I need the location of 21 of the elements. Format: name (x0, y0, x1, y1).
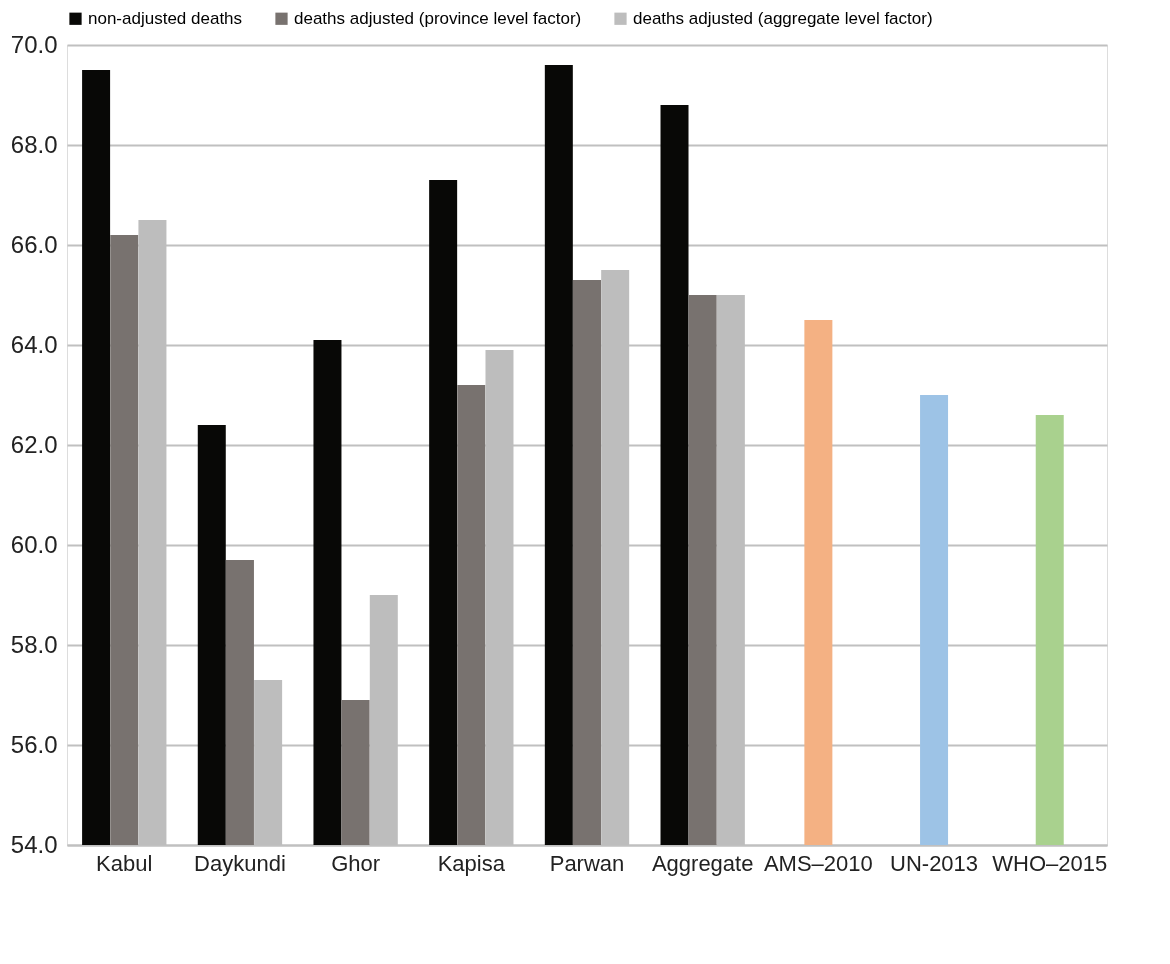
x-tick-label: Daykundi (194, 850, 286, 876)
y-tick-label: 66.0 (10, 230, 58, 258)
x-tick-label: UN-2013 (890, 850, 979, 876)
y-tick-label: 58.0 (10, 630, 58, 658)
y-tick-label: 64.0 (10, 330, 58, 358)
x-tick-label: Kabul (96, 850, 153, 876)
x-tick-label: WHO–2015 (992, 850, 1108, 876)
legend-label: non-adjusted deaths (88, 8, 243, 28)
x-tick-label: AMS–2010 (763, 850, 873, 876)
x-tick-label: Ghor (331, 850, 381, 876)
y-tick-label: 68.0 (10, 130, 58, 158)
x-tick-label: Parwan (549, 850, 625, 876)
y-tick-label: 70.0 (10, 30, 58, 58)
legend-label: deaths adjusted (aggregate level factor) (633, 8, 933, 28)
y-tick-label: 60.0 (10, 530, 58, 558)
y-tick-label: 54.0 (10, 830, 58, 858)
y-tick-label: 56.0 (10, 730, 58, 758)
x-tick-label: Aggregate (651, 850, 754, 876)
y-tick-label: 62.0 (10, 430, 58, 458)
x-tick-label: Kapisa (437, 850, 506, 876)
legend-label: deaths adjusted (province level factor) (294, 8, 582, 28)
